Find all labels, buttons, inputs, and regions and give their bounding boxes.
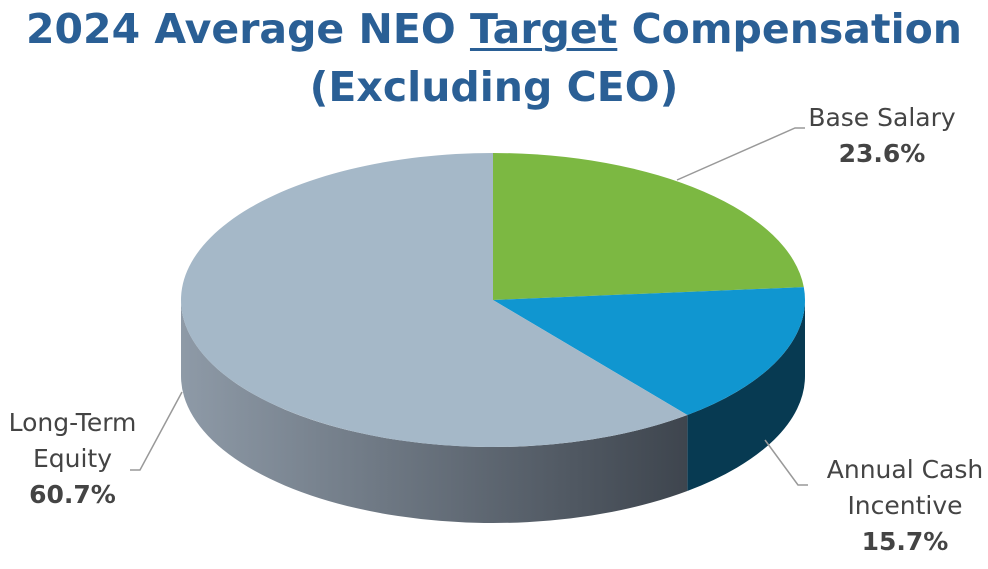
slice xyxy=(181,153,688,447)
category-label: Annual Cash Incentive xyxy=(826,455,984,520)
data-label: Long-Term Equity 60.7% xyxy=(0,405,145,513)
slice xyxy=(493,287,806,416)
value-label: 15.7% xyxy=(861,527,949,556)
value-label: 60.7% xyxy=(29,480,116,509)
leader-line xyxy=(130,391,183,471)
chart-title: 2024 Average NEO Target Compensation (Exc… xyxy=(0,0,988,116)
leader-line xyxy=(764,439,808,486)
leader-line xyxy=(676,127,805,181)
slice-side xyxy=(181,300,688,523)
title-text: (Excluding CEO) xyxy=(309,63,679,111)
category-label: Long-Term Equity xyxy=(8,408,137,473)
title-line: (Excluding CEO) xyxy=(0,58,988,116)
data-label: Base Salary 23.6% xyxy=(792,100,972,172)
title-line: 2024 Average NEO Target Compensation xyxy=(0,0,988,58)
category-label: Base Salary xyxy=(808,103,956,132)
slice-side xyxy=(687,300,805,492)
title-text: Target xyxy=(469,5,618,53)
data-label: Annual Cash Incentive 15.7% xyxy=(815,452,988,560)
value-label: 23.6% xyxy=(838,139,926,168)
title-text: Compensation xyxy=(631,5,962,53)
slice xyxy=(493,153,804,300)
title-text: 2024 Average NEO xyxy=(26,5,456,53)
